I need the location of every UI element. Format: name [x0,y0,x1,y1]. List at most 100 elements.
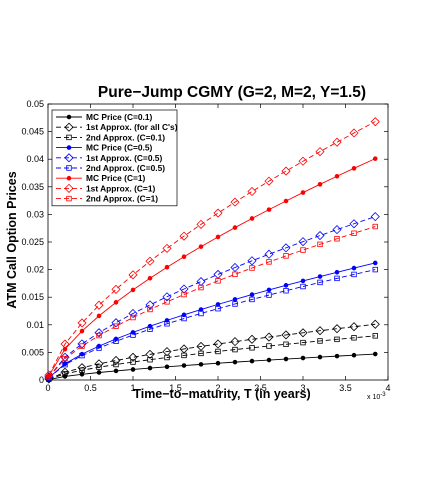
data-point [94,328,104,338]
data-point [94,300,104,310]
data-point [66,114,72,120]
data-point [96,332,102,339]
data-point [283,288,289,294]
x-tick-label: 1.5 [169,383,182,393]
data-point [77,318,87,328]
data-point [111,318,121,328]
data-point [196,219,206,229]
data-point [64,153,74,163]
legend-label: 2nd Approx. (C=1) [86,194,158,204]
data-point [62,361,68,367]
y-tick-label: 0.02 [26,265,44,275]
data-point [66,165,72,171]
x-tick-label: 1 [130,383,135,393]
data-point [247,256,257,266]
data-point [145,349,155,359]
data-point [46,374,52,380]
legend: MC Price (C=0.1)1st Approx. (for all C's… [51,109,178,207]
data-point [145,300,155,310]
data-point [334,336,340,343]
data-point [77,339,87,349]
data-point [370,117,380,127]
data-point [164,364,170,370]
data-point [96,345,102,351]
data-point [215,360,221,366]
data-point [198,310,204,317]
data-point [113,338,119,344]
data-point [266,287,272,293]
data-point [334,269,340,275]
data-point [372,266,378,273]
data-point [162,243,172,253]
data-point [164,354,170,361]
data-point [300,339,306,346]
data-point [179,284,189,294]
legend-label: 2nd Approx. (C=0.5) [86,163,165,173]
data-point [66,175,72,181]
data-point [247,186,257,197]
data-point [113,323,119,329]
y-axis-label: ATM Call Option Prices [5,171,19,308]
legend-item: 1st Approx. (C=1) [56,183,155,193]
series-line [46,260,378,381]
x-tick-label: 4 [385,383,390,393]
legend-label: 1st Approx. (for all C's) [86,122,178,132]
legend-item: MC Price (C=1) [56,173,146,183]
data-point [113,300,119,305]
data-point [181,315,187,322]
series-path [48,335,376,380]
x-axis-exponent-base: x 10 [367,394,380,401]
data-point [283,283,289,288]
data-point [79,343,85,349]
x-axis-exponent-power: -3 [380,392,386,398]
data-point [198,244,204,249]
data-point [128,352,138,362]
data-point [283,198,289,204]
data-point [198,307,204,312]
y-tick-label: 0.035 [21,182,44,192]
data-point [351,166,357,171]
data-point [147,365,153,371]
data-point [332,137,342,147]
data-point [300,247,306,253]
data-point [315,230,325,241]
data-point [232,359,238,365]
series-line [46,223,378,380]
legend-item: MC Price (C=0.1) [56,112,153,122]
data-point [164,264,170,270]
series-path [48,269,376,379]
data-point [249,345,255,351]
data-point [215,302,221,307]
data-point [249,296,255,303]
data-point [351,230,357,236]
data-point [64,122,74,132]
data-point [164,299,170,305]
data-point [372,333,378,339]
data-point [60,339,70,349]
data-point [196,341,206,351]
data-point [230,262,240,273]
data-point [334,236,340,242]
data-point [230,337,240,347]
legend-item: MC Price (C=0.5) [56,143,153,153]
data-point [349,322,359,332]
data-point [266,207,272,212]
data-point [62,346,68,352]
data-point [66,134,72,141]
series-path [48,323,376,380]
y-tick-label: 0.005 [21,347,44,357]
x-axis-label: Time−to−maturity, T (in years) [133,387,310,401]
data-point [130,359,136,365]
y-tick-label: 0.01 [26,320,44,330]
data-point [351,335,357,341]
data-point [351,265,357,271]
series-layer [44,117,380,384]
legend-label: 1st Approx. (C=0.5) [86,153,162,163]
data-point [147,326,153,332]
y-tick-label: 0 [39,375,44,385]
data-point [147,323,153,329]
data-point [113,368,119,374]
data-point [130,332,136,338]
data-point [181,352,187,359]
